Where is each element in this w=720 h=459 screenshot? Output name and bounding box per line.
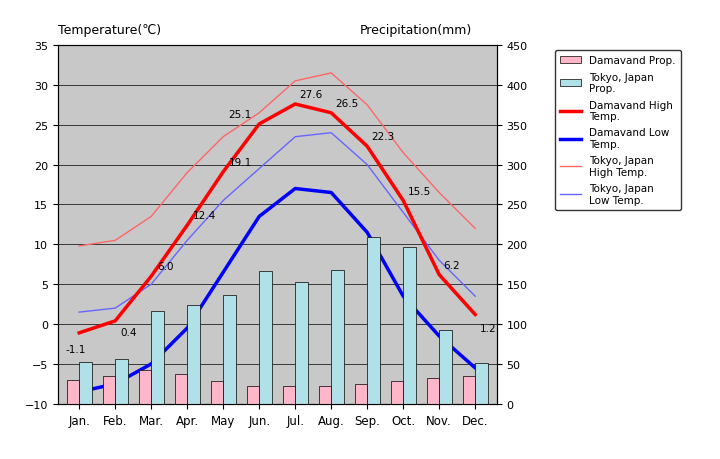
Bar: [282, 386, 295, 404]
Legend: Damavand Prop., Tokyo, Japan
Prop., Damavand High
Temp., Damavand Low
Temp., Tok: Damavand Prop., Tokyo, Japan Prop., Dama…: [554, 51, 681, 210]
Bar: [138, 370, 151, 404]
Text: 27.6: 27.6: [300, 90, 323, 100]
Bar: [246, 386, 259, 404]
Text: 22.3: 22.3: [372, 132, 395, 142]
Text: -1.1: -1.1: [66, 345, 86, 354]
Bar: [354, 384, 367, 404]
Bar: [426, 379, 439, 404]
Text: 6.2: 6.2: [444, 260, 460, 270]
Bar: [223, 295, 236, 404]
Text: Precipitation(mm): Precipitation(mm): [360, 24, 472, 37]
Bar: [79, 363, 92, 404]
Bar: [403, 247, 415, 404]
Bar: [187, 305, 199, 404]
Text: 26.5: 26.5: [336, 99, 359, 109]
Bar: [318, 386, 331, 404]
Bar: [259, 271, 271, 404]
Bar: [475, 364, 487, 404]
Bar: [331, 270, 343, 404]
Text: 25.1: 25.1: [229, 110, 252, 120]
Text: 1.2: 1.2: [480, 324, 496, 333]
Bar: [174, 374, 187, 404]
Text: 0.4: 0.4: [121, 327, 138, 337]
Bar: [462, 376, 475, 404]
Bar: [390, 381, 403, 404]
Bar: [151, 311, 163, 404]
Bar: [102, 376, 115, 404]
Text: 15.5: 15.5: [408, 186, 431, 196]
Bar: [367, 238, 379, 404]
Bar: [115, 359, 128, 404]
Bar: [210, 381, 223, 404]
Text: 19.1: 19.1: [229, 157, 252, 168]
Bar: [295, 282, 307, 404]
Text: 6.0: 6.0: [157, 262, 174, 272]
Bar: [67, 380, 79, 404]
Text: 12.4: 12.4: [193, 211, 216, 221]
Bar: [439, 331, 451, 404]
Text: Temperature(℃): Temperature(℃): [58, 24, 161, 37]
